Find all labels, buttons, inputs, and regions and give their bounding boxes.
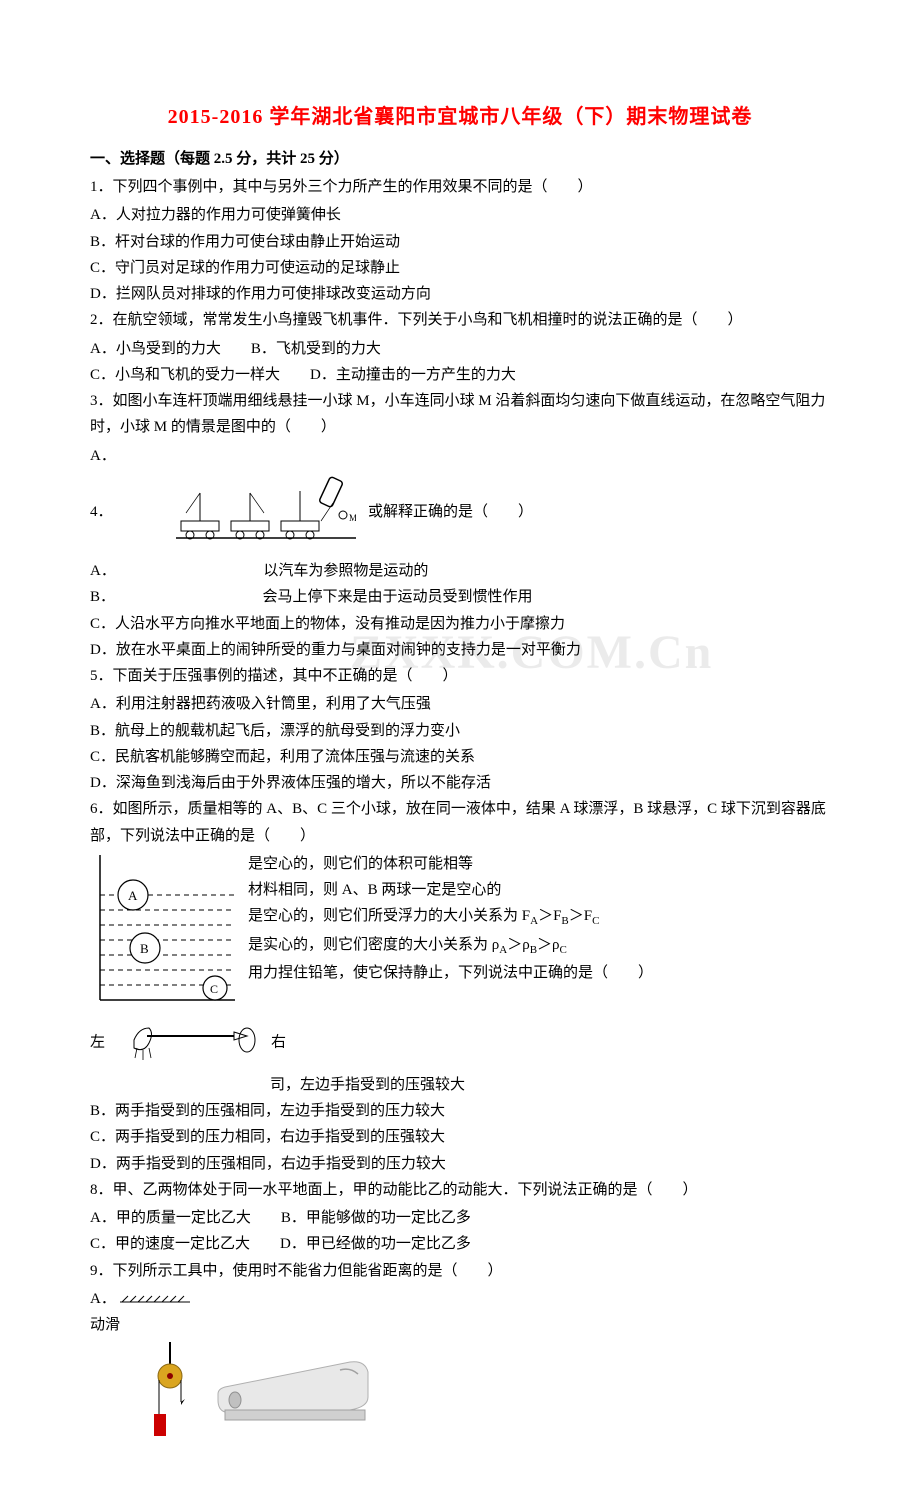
- q4-option-b: B． 会马上停下来是由于运动员受到惯性作用: [90, 584, 830, 610]
- q4-option-a: A． 以汽车为参照物是运动的: [90, 558, 830, 584]
- q7-left-label: 左: [90, 1034, 105, 1050]
- q1-option-b: B．杆对台球的作用力可使台球由静止开始运动: [90, 229, 830, 255]
- pencil-figure: [129, 1018, 259, 1068]
- q5-option-d: D．深海鱼到浅海后由于外界液体压强的增大，所以不能存活: [90, 770, 830, 796]
- q1-option-d: D．拦网队员对排球的作用力可使排球改变运动方向: [90, 281, 830, 307]
- q4-option-c: C．人沿水平方向推水平地面上的物体，没有推动是因为推力小于摩擦力: [90, 611, 830, 637]
- q4-option-d: D．放在水平桌面上的闹钟所受的重力与桌面对闹钟的支持力是一对平衡力: [90, 637, 830, 663]
- q1-option-a: A．人对拉力器的作用力可使弹簧伸长: [90, 202, 830, 228]
- q5-option-b: B．航母上的舰载机起飞后，漂浮的航母受到的浮力变小: [90, 718, 830, 744]
- balls-figure: A B C: [90, 855, 240, 1010]
- q1-text: 1．下列四个事例中，其中与另外三个力所产生的作用效果不同的是（ ）: [90, 174, 830, 200]
- q7-option-d: D．两手指受到的压强相同，右边手指受到的压力较大: [90, 1151, 830, 1177]
- q8-option-cd: C．甲的速度一定比乙大 D．甲已经做的功一定比乙多: [90, 1231, 830, 1257]
- q5-text: 5．下面关于压强事例的描述，其中不正确的是（ ）: [90, 663, 830, 689]
- q7-option-a: 司，左边手指受到的压强较大: [90, 1072, 830, 1098]
- cart-figure: M: [176, 473, 356, 552]
- section-header: 一、选择题（每题 2.5 分，共计 25 分）: [90, 147, 830, 168]
- exam-title: 2015-2016 学年湖北省襄阳市宜城市八年级（下）期末物理试卷: [90, 100, 830, 129]
- q6-option-c: 是空心的，则它们所受浮力的大小关系为 FA＞FB＞FC: [248, 903, 830, 931]
- pulley-stapler-figure: [150, 1342, 380, 1442]
- q7-figure-row: 左 右: [90, 1014, 830, 1072]
- svg-text:B: B: [140, 941, 149, 956]
- q9-text: 9．下列所示工具中，使用时不能省力但能省距离的是（ ）: [90, 1258, 830, 1284]
- svg-text:A: A: [128, 888, 138, 903]
- q1-option-c: C．守门员对足球的作用力可使运动的足球静止: [90, 255, 830, 281]
- q8-option-ab: A．甲的质量一定比乙大 B．甲能够做的功一定比乙多: [90, 1205, 830, 1231]
- q6-option-b: 材料相同，则 A、B 两球一定是空心的: [248, 877, 830, 903]
- svg-text:C: C: [210, 982, 218, 996]
- q6-option-d: 是实心的，则它们密度的大小关系为 ρA＞ρB＞ρC: [248, 932, 830, 960]
- q9-option-a: A．: [90, 1286, 830, 1312]
- q7-option-c: C．两手指受到的压力相同，右边手指受到的压强较大: [90, 1124, 830, 1150]
- q6-text: 6．如图所示，质量相等的 A、B、C 三个小球，放在同一液体中，结果 A 球漂浮…: [90, 796, 830, 849]
- q2-text: 2．在航空领域，常常发生小鸟撞毁飞机事件．下列关于小鸟和飞机相撞时的说法正确的是…: [90, 307, 830, 333]
- q5-option-c: C．民航客机能够腾空而起，利用了流体压强与流速的关系: [90, 744, 830, 770]
- svg-text:M: M: [349, 513, 356, 523]
- q8-text: 8．甲、乙两物体处于同一水平地面上，甲的动能比乙的动能大．下列说法正确的是（ ）: [90, 1177, 830, 1203]
- q2-option-ab: A．小鸟受到的力大 B．飞机受到的力大: [90, 336, 830, 362]
- q7-option-b: B．两手指受到的压强相同，左边手指受到的压力较大: [90, 1098, 830, 1124]
- q2-option-cd: C．小鸟和飞机的受力一样大 D．主动撞击的一方产生的力大: [90, 362, 830, 388]
- hatching-icon: [120, 1291, 190, 1307]
- document-content: 2015-2016 学年湖北省襄阳市宜城市八年级（下）期末物理试卷 一、选择题（…: [90, 100, 830, 1446]
- q5-option-a: A．利用注射器把药液吸入针筒里，利用了大气压强: [90, 691, 830, 717]
- q4-text-after: 或解释正确的是（ ）: [368, 504, 533, 520]
- q9-label: 动滑: [90, 1312, 830, 1338]
- q4-line1: 4． M: [90, 469, 830, 556]
- q6-option-a: 是空心的，则它们的体积可能相等: [248, 851, 830, 877]
- q3-text: 3．如图小车连杆顶端用细线悬挂一小球 M，小车连同小球 M 沿着斜面均匀速向下做…: [90, 388, 830, 441]
- q4-text-before: 4．: [90, 504, 113, 520]
- q7-right-label: 右: [271, 1034, 286, 1050]
- q7-text: 用力捏住铅笔，使它保持静止，下列说法中正确的是（ ）: [248, 960, 830, 986]
- q3-option-a: A．: [90, 443, 830, 469]
